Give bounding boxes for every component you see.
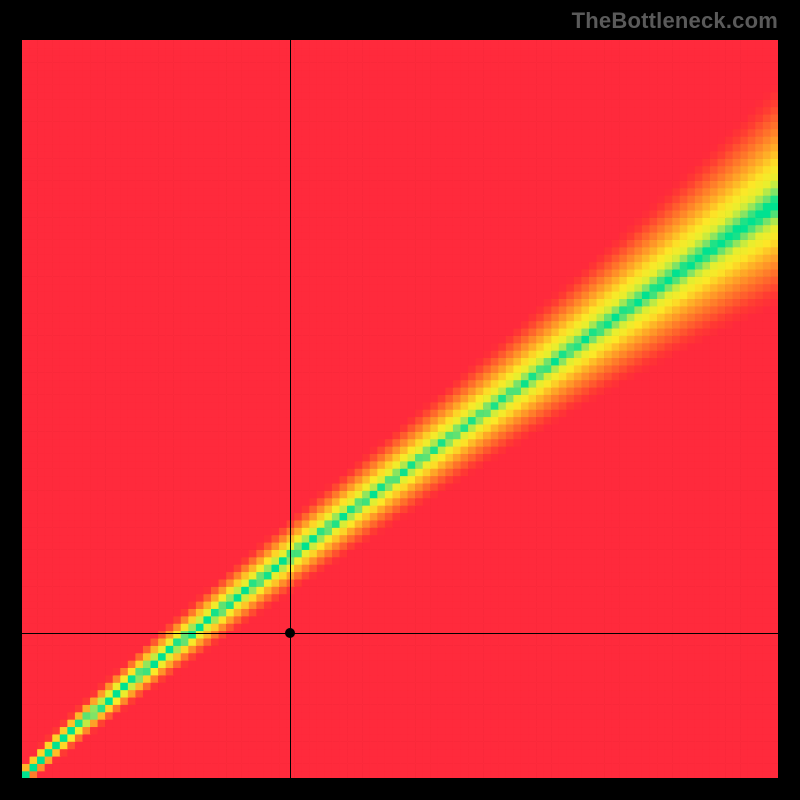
watermark-text: TheBottleneck.com <box>572 8 778 34</box>
crosshair-horizontal <box>22 633 778 634</box>
frame: TheBottleneck.com <box>0 0 800 800</box>
heatmap-canvas <box>22 40 778 778</box>
crosshair-marker <box>285 628 295 638</box>
crosshair-vertical <box>290 40 291 778</box>
heatmap-plot <box>22 40 778 778</box>
